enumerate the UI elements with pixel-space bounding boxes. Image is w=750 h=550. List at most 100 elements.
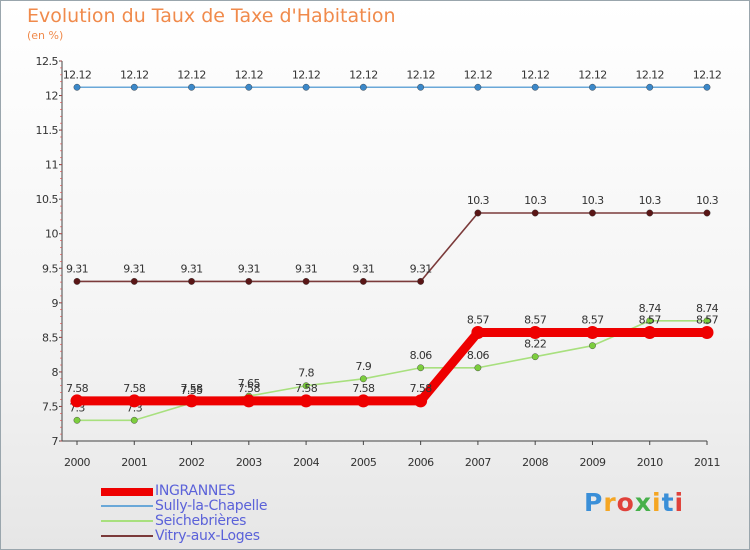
- proxiti-logo: Proxiti: [584, 488, 684, 517]
- legend-swatch-ingrannes: [101, 488, 153, 496]
- data-label: 10.3: [581, 194, 604, 207]
- data-point: [703, 83, 711, 91]
- data-point: [531, 209, 539, 217]
- data-label: 12.12: [235, 68, 264, 81]
- legend-swatch-sully: [101, 505, 153, 507]
- logo-letter: o: [616, 488, 635, 517]
- data-point: [73, 83, 81, 91]
- legend-label-sully: Sully-la-Chapelle: [155, 498, 268, 514]
- x-tick-label: 2010: [637, 456, 663, 469]
- series-line: [77, 212, 707, 283]
- x-tick-label: 2003: [236, 456, 262, 469]
- y-tick-label: 8.5: [42, 331, 58, 344]
- data-label: 12.12: [693, 68, 722, 81]
- legend-swatch-seichebrieres: [101, 520, 153, 522]
- data-point: [474, 364, 482, 372]
- data-point: [417, 277, 425, 285]
- data-point: [245, 277, 253, 285]
- data-point: [242, 394, 256, 408]
- data-point: [700, 326, 714, 340]
- y-tick-label: 10: [45, 228, 58, 241]
- data-label: 10.3: [639, 194, 662, 207]
- x-tick-label: 2008: [522, 456, 548, 469]
- data-point: [703, 317, 711, 325]
- data-label: 10.3: [467, 194, 490, 207]
- data-label: 7.58: [238, 382, 261, 395]
- data-point: [356, 394, 370, 408]
- data-label: 8.57: [639, 314, 662, 327]
- y-tick-label: 9.5: [42, 262, 58, 275]
- y-tick-label: 7.5: [42, 400, 58, 413]
- data-point: [359, 277, 367, 285]
- data-label: 7.58: [410, 382, 433, 395]
- data-point: [130, 83, 138, 91]
- data-label: 9.31: [123, 262, 145, 275]
- data-label: 7.9: [356, 360, 372, 373]
- data-point: [302, 83, 310, 91]
- data-point: [245, 83, 253, 91]
- data-label: 12.12: [177, 68, 206, 81]
- data-label: 8.57: [524, 314, 547, 327]
- data-label: 12.12: [63, 68, 92, 81]
- data-label: 12.12: [292, 68, 321, 81]
- logo-letter: i: [674, 488, 685, 517]
- logo-letter: P: [584, 488, 604, 517]
- data-point: [589, 342, 596, 350]
- data-label: 7.58: [295, 382, 318, 395]
- data-label: 8.06: [410, 349, 433, 362]
- y-tick-label: 9: [52, 297, 59, 310]
- logo-letter: t: [661, 488, 675, 517]
- logo-letter: r: [603, 488, 617, 517]
- data-label: 8.06: [467, 349, 490, 362]
- data-label: 12.12: [349, 68, 378, 81]
- data-point: [643, 326, 657, 340]
- legend-label-ingrannes: INGRANNES: [155, 483, 236, 499]
- y-tick-label: 12: [45, 90, 58, 103]
- data-point: [646, 317, 654, 325]
- data-label: 7.58: [66, 382, 89, 395]
- data-label: 8.57: [581, 314, 604, 327]
- series-line: [77, 328, 707, 406]
- data-label: 7.58: [352, 382, 375, 395]
- data-label: 9.31: [410, 262, 432, 275]
- data-point: [359, 375, 367, 383]
- data-point: [185, 394, 199, 408]
- data-label: 12.12: [635, 68, 664, 81]
- y-tick-label: 8: [52, 366, 59, 379]
- data-point: [127, 394, 141, 408]
- data-label: 12.12: [521, 68, 550, 81]
- legend-label-seichebrieres: Seichebrières: [155, 513, 247, 529]
- logo-letter: i: [652, 488, 662, 517]
- data-label: 12.12: [464, 68, 493, 81]
- data-point: [73, 277, 81, 285]
- x-tick-label: 2009: [579, 456, 605, 469]
- data-point: [302, 277, 310, 285]
- data-point: [646, 83, 654, 91]
- data-label: 10.3: [696, 194, 719, 207]
- data-label: 10.3: [524, 194, 547, 207]
- data-label: 9.31: [295, 262, 317, 275]
- x-tick-label: 2001: [121, 456, 147, 469]
- data-point: [474, 83, 482, 91]
- y-tick-label: 11.5: [36, 124, 59, 137]
- data-label: 12.12: [120, 68, 149, 81]
- data-point: [703, 209, 711, 217]
- data-label: 7.65: [238, 377, 261, 390]
- data-label: 7.58: [180, 382, 203, 395]
- x-tick-label: 2005: [350, 456, 376, 469]
- data-point: [417, 364, 425, 372]
- data-label: 7.55: [180, 384, 203, 397]
- data-point: [73, 416, 81, 424]
- data-label: 8.74: [696, 302, 719, 315]
- data-label: 8.22: [524, 338, 546, 351]
- x-tick-label: 2004: [293, 456, 319, 469]
- chart-title: Evolution du Taux de Taxe d'Habitation: [27, 5, 396, 27]
- x-tick-label: 2007: [465, 456, 491, 469]
- data-point: [585, 326, 599, 340]
- data-label: 9.31: [180, 262, 202, 275]
- data-point: [414, 394, 428, 408]
- data-point: [130, 277, 138, 285]
- data-point: [70, 394, 84, 408]
